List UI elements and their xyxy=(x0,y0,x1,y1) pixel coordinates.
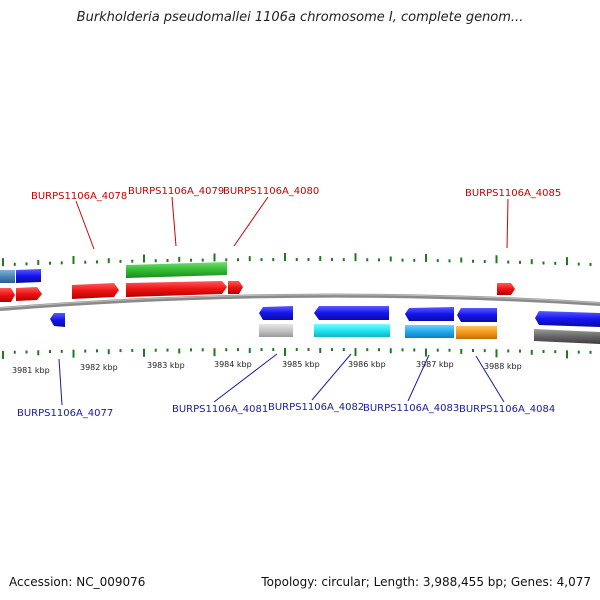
gene-label[interactable]: BURPS1106A_4085 xyxy=(465,188,561,199)
gene-feature[interactable] xyxy=(259,324,293,337)
kbp-label: 3988 kbp xyxy=(484,362,522,371)
kbp-label: 3983 kbp xyxy=(147,361,185,370)
gene-label[interactable]: BURPS1106A_4077 xyxy=(17,408,113,419)
gene-feature[interactable] xyxy=(72,283,119,299)
gene-label[interactable]: BURPS1106A_4079 xyxy=(128,186,224,197)
kbp-label: 3986 kbp xyxy=(348,360,386,369)
gene-feature[interactable] xyxy=(0,288,15,302)
kbp-label: 3982 kbp xyxy=(80,363,118,372)
gene-label[interactable]: BURPS1106A_4083 xyxy=(363,403,459,414)
gene-label-leader xyxy=(171,196,177,247)
gene-feature[interactable] xyxy=(314,324,390,337)
chromosome-backbone-highlight xyxy=(0,294,600,309)
genome-summary-text: Topology: circular; Length: 3,988,455 bp… xyxy=(261,575,591,589)
gene-feature[interactable] xyxy=(456,326,497,339)
gene-feature[interactable] xyxy=(314,306,389,320)
gene-label-leader xyxy=(506,198,509,249)
gene-label-leader xyxy=(213,353,278,403)
gene-label[interactable]: BURPS1106A_4080 xyxy=(223,186,319,197)
gene-feature[interactable] xyxy=(457,308,497,322)
gene-feature[interactable] xyxy=(16,287,42,301)
gene-feature[interactable] xyxy=(228,281,243,294)
gene-label-leader xyxy=(311,353,352,401)
gene-feature[interactable] xyxy=(405,307,454,321)
gene-feature[interactable] xyxy=(405,325,454,338)
chromosome-backbone xyxy=(0,293,600,311)
gene-feature[interactable] xyxy=(497,283,515,295)
forward-strand-genes xyxy=(0,262,515,302)
gene-feature[interactable] xyxy=(126,262,227,278)
map-title: Burkholderia pseudomallei 1106a chromoso… xyxy=(76,10,524,25)
kbp-label: 3985 kbp xyxy=(282,360,320,369)
gene-feature[interactable] xyxy=(126,281,227,297)
gene-feature[interactable] xyxy=(535,311,600,327)
tick-marks-inner xyxy=(2,348,592,359)
gene-label[interactable]: BURPS1106A_4082 xyxy=(268,402,364,413)
gene-label-leader xyxy=(407,354,430,402)
gene-feature[interactable] xyxy=(0,270,15,283)
gene-label[interactable]: BURPS1106A_4081 xyxy=(172,404,268,415)
kbp-label: 3984 kbp xyxy=(214,360,252,369)
gene-label-leader xyxy=(75,200,95,250)
gene-feature[interactable] xyxy=(259,306,293,320)
gene-label-leader xyxy=(475,355,505,403)
gene-label[interactable]: BURPS1106A_4084 xyxy=(459,404,555,415)
reverse-strand-genes xyxy=(50,306,600,344)
tick-marks-outer xyxy=(2,253,592,267)
accession-text: Accession: NC_009076 xyxy=(9,575,146,589)
kbp-label: 3981 kbp xyxy=(12,366,50,375)
gene-labels: BURPS1106A_4078 BURPS1106A_4079BURPS1106A… xyxy=(17,186,561,419)
gene-label[interactable]: BURPS1106A_4078 xyxy=(31,191,127,202)
gene-feature[interactable] xyxy=(50,313,65,327)
kbp-label: 3987 kbp xyxy=(416,360,454,369)
gene-label-leader xyxy=(58,358,63,406)
gene-feature[interactable] xyxy=(534,329,600,344)
gene-label-leader xyxy=(233,196,269,247)
kbp-scale-labels: 3981 kbp 3982 kbp 3983 kbp 3984 kbp 3985 kbp… xyxy=(12,360,522,375)
gene-feature[interactable] xyxy=(16,269,41,283)
